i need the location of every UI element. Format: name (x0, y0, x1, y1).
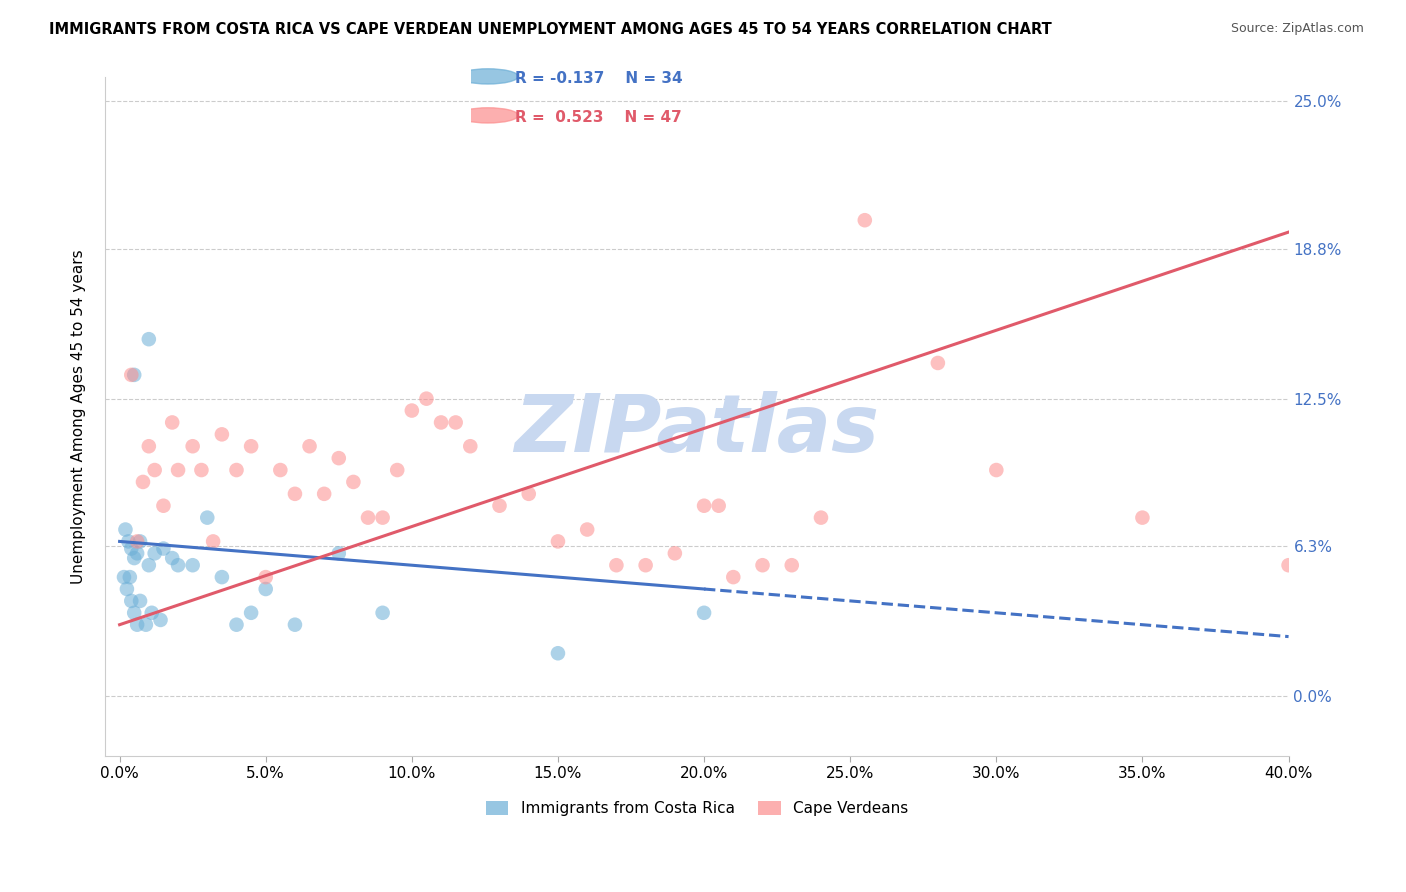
Text: Source: ZipAtlas.com: Source: ZipAtlas.com (1230, 22, 1364, 36)
Point (225, 463, 247, 477)
Text: R =  0.523    N = 47: R = 0.523 N = 47 (515, 110, 682, 125)
Point (387, 463, 409, 477)
Point (211, 570, 233, 584)
Point (127, 617, 149, 632)
Point (488, 499, 510, 513)
Point (181, 439, 204, 453)
Point (141, 606, 163, 620)
Point (284, 617, 307, 632)
Point (122, 606, 145, 620)
Point (118, 570, 141, 584)
Point (780, 558, 803, 573)
Point (986, 463, 1008, 477)
Point (605, 558, 627, 573)
Circle shape (457, 69, 519, 84)
Point (415, 392, 437, 406)
Point (1132, 510, 1154, 524)
Point (401, 403, 423, 417)
Point (122, 551, 145, 566)
Point (115, 582, 138, 596)
Point (342, 475, 364, 489)
Point (132, 475, 155, 489)
Circle shape (457, 108, 519, 123)
Point (810, 510, 832, 524)
Text: ZIPatlas: ZIPatlas (515, 391, 879, 469)
Point (129, 534, 152, 549)
Point (143, 546, 166, 560)
Point (120, 541, 142, 556)
Point (547, 646, 569, 660)
Point (167, 463, 190, 477)
Point (458, 439, 481, 453)
Point (138, 332, 160, 346)
Point (143, 463, 166, 477)
Point (120, 594, 142, 608)
Point (927, 356, 949, 370)
Point (284, 487, 307, 501)
Point (634, 558, 657, 573)
Point (138, 439, 160, 453)
Point (225, 617, 247, 632)
Y-axis label: Unemployment Among Ages 45 to 54 years: Unemployment Among Ages 45 to 54 years (72, 249, 86, 584)
Point (152, 541, 174, 556)
Point (114, 523, 136, 537)
Text: IMMIGRANTS FROM COSTA RICA VS CAPE VERDEAN UNEMPLOYMENT AMONG AGES 45 TO 54 YEAR: IMMIGRANTS FROM COSTA RICA VS CAPE VERDE… (49, 22, 1052, 37)
Point (723, 570, 745, 584)
Point (202, 534, 225, 549)
Point (314, 487, 336, 501)
Point (135, 617, 157, 632)
Point (149, 613, 172, 627)
Point (430, 416, 453, 430)
Point (357, 510, 380, 524)
Point (371, 606, 394, 620)
Point (195, 510, 218, 524)
Point (127, 534, 149, 549)
Point (211, 427, 233, 442)
Point (122, 368, 145, 382)
Point (547, 534, 569, 549)
Point (693, 606, 716, 620)
Point (444, 416, 467, 430)
Point (298, 439, 321, 453)
Point (517, 487, 540, 501)
Point (160, 551, 183, 566)
Point (371, 510, 394, 524)
Point (112, 570, 135, 584)
Point (190, 463, 212, 477)
Point (160, 416, 183, 430)
Text: R = -0.137    N = 34: R = -0.137 N = 34 (515, 70, 682, 86)
Point (1277, 558, 1299, 573)
Point (664, 546, 686, 560)
Point (328, 451, 350, 466)
Point (120, 368, 142, 382)
Point (240, 606, 263, 620)
Point (240, 439, 263, 453)
Point (167, 558, 190, 573)
Point (181, 558, 204, 573)
Point (707, 499, 730, 513)
Point (138, 558, 160, 573)
Point (127, 546, 149, 560)
Point (269, 463, 291, 477)
Point (328, 546, 350, 560)
Point (129, 594, 152, 608)
Point (751, 558, 773, 573)
Point (254, 582, 277, 596)
Point (576, 523, 599, 537)
Point (117, 534, 139, 549)
Point (152, 499, 174, 513)
Point (693, 499, 716, 513)
Legend: Immigrants from Costa Rica, Cape Verdeans: Immigrants from Costa Rica, Cape Verdean… (479, 796, 914, 822)
Point (853, 213, 876, 227)
Point (254, 570, 277, 584)
